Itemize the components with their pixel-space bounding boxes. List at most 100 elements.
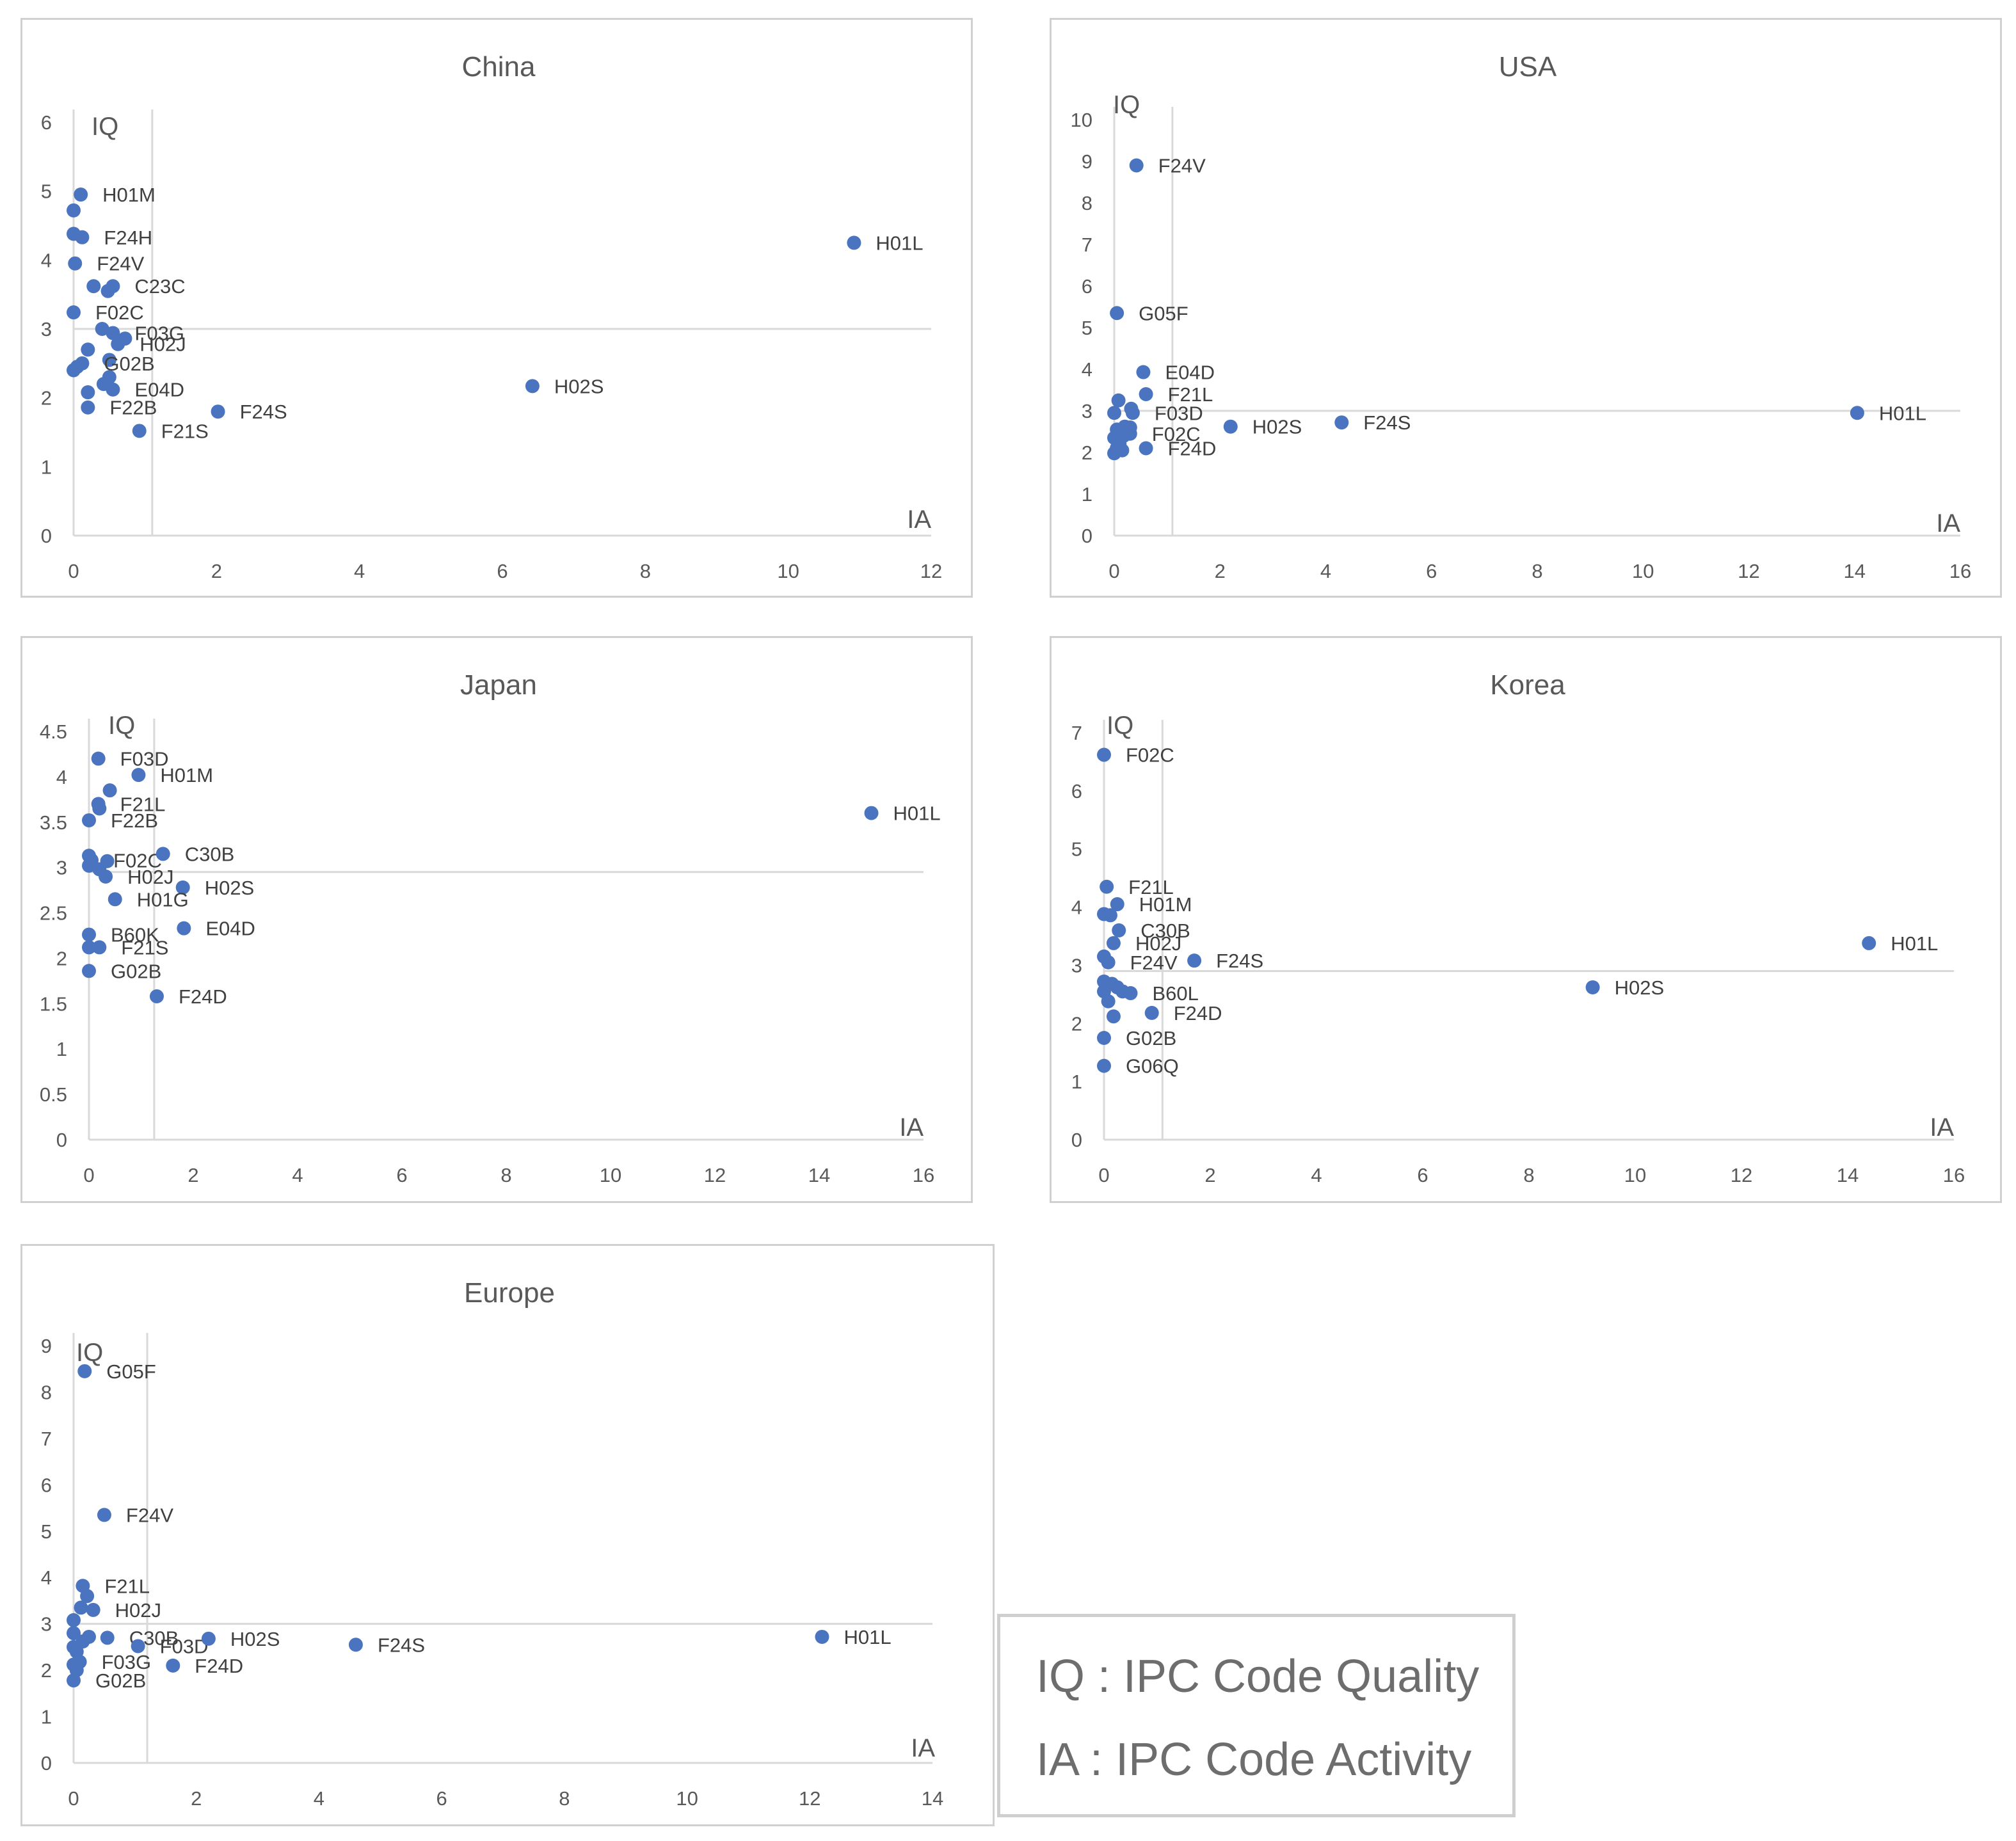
point-label: F22B [109,397,157,419]
y-tick-label: 8 [41,1381,52,1403]
scatter-chart-japan: Japan 0 0.5 1 1.5 2 2.5 3 3.5 4 4.5 0 2 4 6 8 10 12 14 16 IQ… [40,669,941,1186]
chart-panel-europe: Europe 0 1 2 3 4 5 6 7 8 9 0 2 4 6 8 10 12 14 IQ IA G05F F24V F… [20,1244,995,1826]
scatter-point [1139,387,1153,401]
scatter-point [74,187,88,202]
x-tick-label: 10 [676,1787,698,1810]
x-tick-label: 8 [640,560,651,582]
y-tick-label: 2 [41,387,52,410]
y-tick-label: 2 [1082,442,1092,464]
scatter-point [1106,1009,1121,1024]
point-label: F24H [104,227,152,249]
y-tick-label: 3 [41,1613,52,1636]
x-tick-label: 4 [1320,560,1331,582]
x-tick-label: 16 [1943,1164,1965,1186]
scatter-point [177,921,191,936]
y-tick-label: 2.5 [40,902,67,925]
point-label: H02S [1615,976,1665,999]
point-label: F24D [195,1655,243,1677]
x-tick-label: 10 [777,560,799,582]
scatter-point [1110,306,1124,321]
x-tick-label: 4 [292,1164,303,1186]
x-tick-label: 6 [1417,1164,1428,1186]
point-label: H01G [137,888,189,911]
scatter-point [81,385,95,400]
point-label: F24D [1174,1002,1222,1024]
scatter-point [82,813,96,827]
x-tick-label: 10 [1624,1164,1646,1186]
point-label: F24D [179,985,227,1008]
scatter-point [166,1658,180,1673]
scatter-point [67,1613,81,1627]
chart-panel-china: China 0 1 2 3 4 5 6 0 2 4 6 8 10 12 IQ IA H01M F24H F24V C23… [20,18,973,598]
y-axis-title: IQ [108,712,135,740]
scatter-point [1187,953,1202,968]
x-tick-label: 16 [1949,560,1971,582]
scatter-point [95,322,109,336]
point-label: E04D [205,918,255,940]
x-tick-label: 8 [1532,560,1542,582]
x-tick-label: 12 [1731,1164,1752,1186]
x-tick-label: 6 [497,560,508,582]
point-label: E04D [1165,362,1215,384]
y-tick-label: 3 [41,318,52,340]
scatter-point [156,847,170,861]
chart-panel-japan: Japan 0 0.5 1 1.5 2 2.5 3 3.5 4 4.5 0 2 4 6 8 10 12 14 16 IQ… [20,636,973,1203]
scatter-point [211,404,225,419]
y-tick-label: 2 [56,947,67,969]
point-label: G02B [111,960,161,982]
point-label: F21S [161,420,209,442]
y-tick-label: 6 [1071,780,1082,802]
point-label: F21L [1128,876,1174,898]
point-label: H01L [1879,402,1926,424]
point-label: C30B [185,843,235,865]
x-tick-label: 2 [1215,560,1226,582]
y-tick-label: 2 [1071,1012,1082,1035]
point-label: G02B [1126,1027,1176,1049]
scatter-point [201,1631,216,1646]
point-label: H02S [230,1628,280,1650]
scatter-point [77,1364,92,1378]
point-label: H02S [1252,416,1302,438]
scatter-point [92,801,107,816]
scatter-point [1139,441,1153,456]
scatter-point [1101,955,1116,969]
y-tick-label: 3 [1071,954,1082,976]
scatter-point [81,400,95,415]
y-tick-label: 2 [41,1659,52,1682]
y-tick-label: 8 [1082,192,1092,214]
x-axis-title: IA [911,1734,935,1762]
point-label: F24S [1363,411,1411,434]
scatter-point [82,927,96,942]
scatter-point [1125,406,1140,420]
scatter-point [1223,419,1238,434]
point-label: B60L [1153,982,1199,1005]
point-label: E04D [134,379,184,401]
point-label: H01M [102,184,156,206]
scatter-point [131,1639,145,1654]
scatter-point [1110,897,1124,912]
point-label: G05F [1139,302,1188,324]
x-tick-label: 14 [1837,1164,1859,1186]
point-label: F24V [1130,952,1178,974]
scatter-point [92,940,107,955]
y-tick-label: 0 [1082,525,1092,547]
y-axis-title: IQ [76,1339,103,1367]
scatter-point [106,326,120,340]
scatter-point [1112,923,1126,937]
y-axis-title: IQ [1113,91,1140,119]
scatter-point [1111,393,1126,408]
point-label: F24S [1216,950,1263,972]
scatter-point [86,279,101,294]
chart-title-japan: Japan [460,669,537,701]
scatter-point [68,256,83,271]
scatter-point [91,751,106,766]
point-label: H01L [893,802,941,825]
y-tick-label: 7 [41,1428,52,1450]
point-label: F24V [126,1504,173,1526]
y-tick-label: 7 [1082,234,1092,256]
y-tick-label: 4 [1071,897,1082,919]
point-label: H02J [115,1599,161,1622]
y-tick-label: 3 [56,857,67,879]
